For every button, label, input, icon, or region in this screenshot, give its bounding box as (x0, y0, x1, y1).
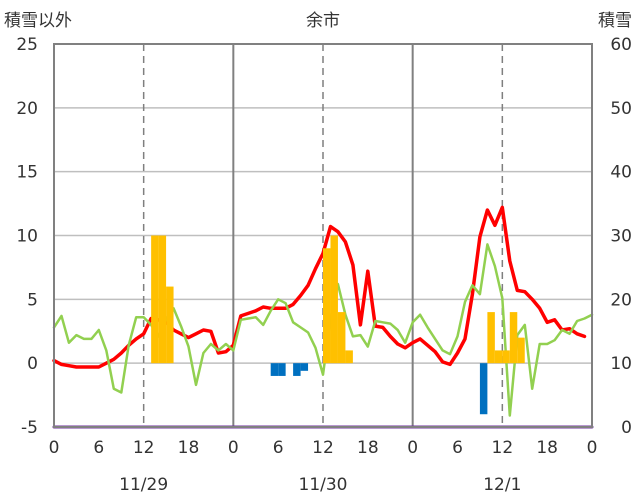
date-label: 12/1 (483, 475, 521, 495)
bar (330, 235, 338, 364)
x-tick-label: 12 (492, 438, 514, 458)
bar (158, 235, 167, 364)
y-left-tick-label: 0 (27, 354, 38, 374)
x-tick-label: 18 (357, 438, 379, 458)
bar (517, 337, 525, 364)
bar (151, 235, 159, 364)
y-right-tick-label: 20 (610, 290, 632, 310)
bar (345, 350, 353, 364)
bar (502, 350, 510, 364)
bar (166, 286, 174, 364)
bar (509, 312, 518, 364)
bar (337, 312, 346, 364)
y-left-tick-label: 25 (16, 35, 38, 55)
y-left-tick-label: 20 (16, 99, 38, 119)
bar (479, 363, 488, 415)
green-series-line (52, 243, 594, 417)
y-right-tick-label: 60 (610, 35, 632, 55)
x-tick-label: 0 (49, 438, 60, 458)
x-tick-label: 12 (133, 438, 155, 458)
x-tick-label: 6 (93, 438, 104, 458)
grid-layer (54, 44, 592, 427)
chart-title: 余市 (306, 11, 340, 31)
y-right-tick-label: 10 (610, 354, 632, 374)
y-right-label: 積雪 (598, 11, 632, 31)
bar (300, 363, 309, 371)
plot-frame (53, 43, 593, 428)
bar (293, 363, 301, 376)
x-tick-label: 0 (228, 438, 239, 458)
bar (494, 350, 503, 364)
x-tick-label: 18 (178, 438, 200, 458)
y-right-tick-label: 50 (610, 99, 632, 119)
y-left-label: 積雪以外 (4, 11, 72, 31)
red-series-line (52, 205, 587, 369)
date-label: 11/29 (119, 475, 168, 495)
y-left-tick-label: -5 (21, 418, 38, 438)
y-right-tick-label: 40 (610, 163, 632, 183)
x-tick-label: 0 (407, 438, 418, 458)
y-right-tick-label: 0 (621, 418, 632, 438)
x-tick-label: 0 (587, 438, 598, 458)
y-left-tick-label: 10 (16, 227, 38, 247)
bar (278, 363, 286, 376)
date-label: 11/30 (299, 475, 348, 495)
y-left-tick-label: 15 (16, 163, 38, 183)
bar (270, 363, 279, 376)
x-tick-label: 12 (312, 438, 334, 458)
y-right-tick-label: 30 (610, 227, 632, 247)
bar (487, 312, 495, 364)
bar (323, 248, 331, 364)
x-tick-label: 18 (536, 438, 558, 458)
x-tick-label: 6 (452, 438, 463, 458)
y-left-tick-label: 5 (27, 290, 38, 310)
x-tick-label: 6 (273, 438, 284, 458)
